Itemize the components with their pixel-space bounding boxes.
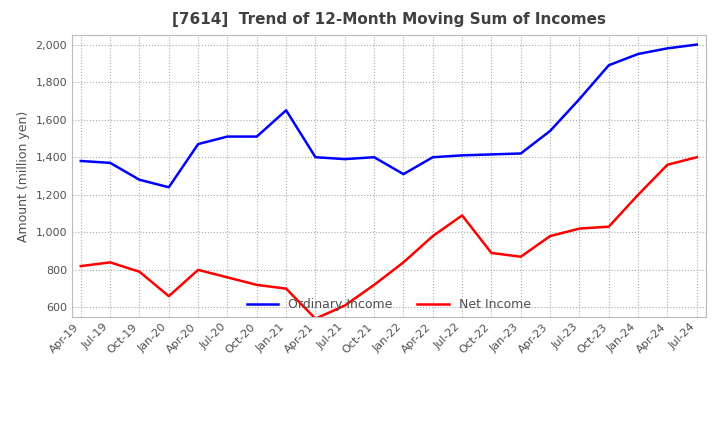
Net Income bbox=[341, 303, 349, 308]
Net Income bbox=[370, 282, 379, 287]
Net Income bbox=[76, 264, 85, 269]
Ordinary Income bbox=[575, 96, 584, 102]
Net Income bbox=[693, 154, 701, 160]
Title: [7614]  Trend of 12-Month Moving Sum of Incomes: [7614] Trend of 12-Month Moving Sum of I… bbox=[172, 12, 606, 27]
Net Income bbox=[487, 250, 496, 256]
Ordinary Income bbox=[341, 157, 349, 162]
Net Income bbox=[663, 162, 672, 167]
Line: Ordinary Income: Ordinary Income bbox=[81, 44, 697, 187]
Ordinary Income bbox=[634, 51, 642, 57]
Ordinary Income bbox=[311, 154, 320, 160]
Net Income bbox=[311, 316, 320, 321]
Ordinary Income bbox=[135, 177, 144, 183]
Legend: Ordinary Income, Net Income: Ordinary Income, Net Income bbox=[242, 293, 536, 316]
Net Income bbox=[458, 213, 467, 218]
Net Income bbox=[253, 282, 261, 287]
Net Income bbox=[282, 286, 290, 291]
Net Income bbox=[605, 224, 613, 229]
Ordinary Income bbox=[516, 151, 525, 156]
Net Income bbox=[575, 226, 584, 231]
Ordinary Income bbox=[253, 134, 261, 139]
Net Income bbox=[428, 234, 437, 239]
Ordinary Income bbox=[282, 108, 290, 113]
Net Income bbox=[634, 192, 642, 198]
Ordinary Income bbox=[663, 46, 672, 51]
Ordinary Income bbox=[194, 141, 202, 147]
Ordinary Income bbox=[693, 42, 701, 47]
Line: Net Income: Net Income bbox=[81, 157, 697, 319]
Net Income bbox=[106, 260, 114, 265]
Ordinary Income bbox=[605, 62, 613, 68]
Ordinary Income bbox=[76, 158, 85, 164]
Net Income bbox=[399, 260, 408, 265]
Ordinary Income bbox=[223, 134, 232, 139]
Ordinary Income bbox=[546, 128, 554, 134]
Ordinary Income bbox=[164, 185, 173, 190]
Ordinary Income bbox=[487, 152, 496, 157]
Net Income bbox=[223, 275, 232, 280]
Ordinary Income bbox=[106, 160, 114, 165]
Net Income bbox=[164, 293, 173, 299]
Net Income bbox=[546, 234, 554, 239]
Net Income bbox=[135, 269, 144, 275]
Y-axis label: Amount (million yen): Amount (million yen) bbox=[17, 110, 30, 242]
Net Income bbox=[194, 267, 202, 272]
Ordinary Income bbox=[399, 172, 408, 177]
Ordinary Income bbox=[458, 153, 467, 158]
Ordinary Income bbox=[428, 154, 437, 160]
Ordinary Income bbox=[370, 154, 379, 160]
Net Income bbox=[516, 254, 525, 259]
